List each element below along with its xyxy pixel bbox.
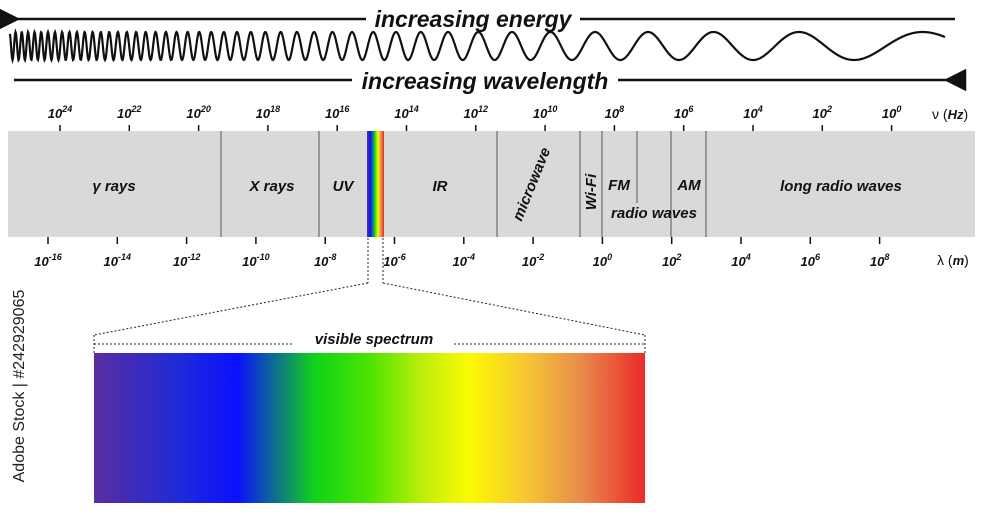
spectrum-band-strip (8, 131, 975, 237)
frequency-tick-label: 1024 (48, 104, 72, 121)
band-label-xray: X rays (248, 178, 294, 195)
frequency-tick-label: 1020 (186, 104, 210, 121)
wavelength-tick-label: 102 (662, 252, 681, 269)
wavelength-tick-label: 10-14 (104, 252, 131, 269)
frequency-tick-label: 1012 (464, 104, 488, 121)
frequency-tick-label: 100 (882, 104, 901, 121)
band-label-wifi: Wi-Fi (583, 173, 600, 210)
zoom-connector-left-diag (93, 282, 369, 336)
energy-label: increasing energy (375, 6, 573, 32)
band-label-am: AM (676, 177, 701, 194)
wavelength-label: increasing wavelength (362, 68, 609, 94)
frequency-tick-label: 1016 (325, 104, 350, 121)
frequency-tick-label: 102 (813, 104, 832, 121)
zoom-connector-right-diag (382, 282, 646, 336)
frequency-axis: 1024 1022 1020 1018 1016 1014 1012 1010 108 106 10… (48, 104, 901, 131)
band-dividers (220, 131, 707, 237)
frequency-tick-label: 1022 (117, 104, 141, 121)
stock-watermark: Adobe Stock | #242929065 (11, 290, 28, 483)
wavelength-tick-label: 10-16 (34, 252, 62, 269)
visible-bracket-label-bg (294, 328, 454, 352)
frequency-tick-label: 106 (674, 104, 694, 121)
band-label-long-radio: long radio waves (780, 178, 902, 195)
frequency-tick-label: 108 (605, 104, 624, 121)
visible-band-strip (367, 131, 384, 237)
wavelength-tick-label: 106 (801, 252, 821, 269)
frequency-unit-label: ν (Hz) (932, 106, 968, 122)
visible-spectrum-gradient (94, 353, 645, 503)
wavelength-tick-label: 10-6 (383, 252, 406, 269)
wavelength-tick-label: 10-12 (173, 252, 200, 269)
wavelength-axis: 10-16 10-14 10-12 10-10 10-8 10-6 10-4 10-2 100 1… (34, 237, 889, 269)
visible-spectrum-label: visible spectrum (315, 331, 433, 348)
decreasing-frequency-wave (8, 28, 946, 65)
frequency-tick-label: 1018 (256, 104, 280, 121)
wavelength-tick-label: 108 (870, 252, 889, 269)
band-label-radio-waves: radio waves (611, 205, 697, 222)
wavelength-tick-label: 10-4 (453, 252, 475, 269)
frequency-tick-label: 1014 (394, 104, 418, 121)
wavelength-tick-label: 10-2 (522, 252, 544, 269)
wavelength-tick-label: 10-8 (314, 252, 336, 269)
wavelength-tick-label: 100 (593, 252, 612, 269)
wavelength-tick-label: 10-10 (242, 252, 269, 269)
band-label-fm: FM (608, 177, 630, 194)
band-label-uv: UV (333, 178, 356, 195)
band-label-gamma: γ rays (92, 178, 135, 195)
wavelength-unit-label: λ (m) (937, 252, 969, 268)
wavelength-tick-label: 104 (731, 252, 750, 269)
frequency-tick-label: 104 (743, 104, 762, 121)
band-label-ir: IR (433, 178, 448, 195)
frequency-tick-label: 1010 (533, 104, 557, 121)
